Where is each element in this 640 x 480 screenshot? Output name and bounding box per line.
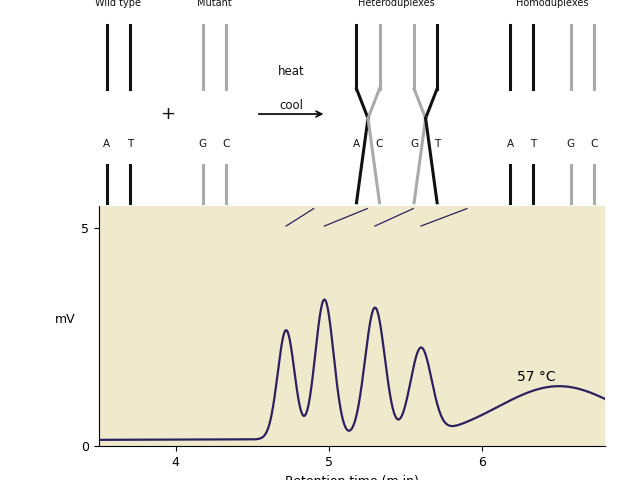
Text: 57 °C: 57 °C [516, 370, 555, 384]
Text: C: C [222, 139, 230, 149]
Text: G: G [199, 139, 207, 149]
Text: G: G [410, 139, 418, 149]
Text: heat: heat [278, 65, 305, 78]
Text: T: T [434, 139, 440, 149]
Text: C: C [376, 139, 383, 149]
Text: A: A [506, 139, 514, 149]
Text: Homoduplexes: Homoduplexes [516, 0, 588, 9]
Y-axis label: mV: mV [54, 313, 75, 326]
Text: Wild type: Wild type [95, 0, 141, 9]
X-axis label: Retention time (m in): Retention time (m in) [285, 475, 419, 480]
Text: +: + [160, 105, 175, 123]
Text: A: A [103, 139, 111, 149]
Text: cool: cool [279, 99, 303, 112]
Text: C: C [590, 139, 598, 149]
Text: Heteroduplexes: Heteroduplexes [358, 0, 435, 9]
Text: G: G [567, 139, 575, 149]
Text: T: T [127, 139, 133, 149]
Text: T: T [530, 139, 536, 149]
Text: A: A [353, 139, 360, 149]
Text: Mutant: Mutant [197, 0, 232, 9]
